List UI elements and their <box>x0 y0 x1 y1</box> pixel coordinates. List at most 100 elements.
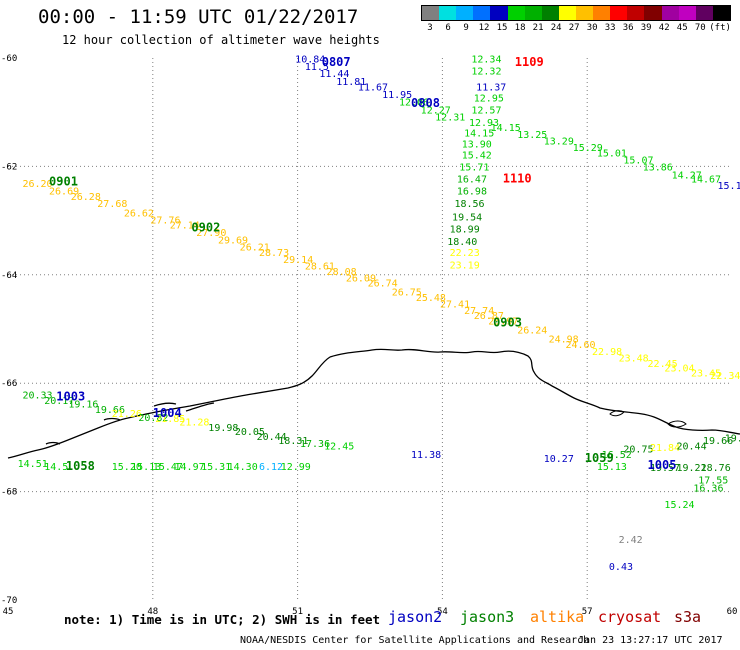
swh-observation: 17.55 <box>698 475 728 486</box>
lon-tick-label: 45 <box>3 607 14 617</box>
swh-observation: 15.07 <box>623 156 653 167</box>
coast-island <box>609 410 625 417</box>
swh-observation: 22.98 <box>592 347 622 358</box>
swh-observation: 0.43 <box>609 562 633 573</box>
swh-observation: 27.90 <box>196 228 226 239</box>
legend-label: 18 <box>514 23 526 33</box>
swh-observation: 13.29 <box>544 137 574 148</box>
swh-observation: 29.69 <box>218 235 248 246</box>
swh-observation: 10.27 <box>544 454 574 465</box>
swh-observation: 26.28 <box>71 192 101 203</box>
swh-observation: 15.42 <box>462 150 492 161</box>
swh-observation: 14.30 <box>228 462 258 473</box>
swh-observation: 26.75 <box>392 287 422 298</box>
swh-observation: 15.20 <box>112 462 142 473</box>
swh-observation: 13.86 <box>643 163 673 174</box>
lat-tick-label: -68 <box>1 488 17 498</box>
swh-observation: 26.87 <box>474 311 504 322</box>
swh-observation: 19.54 <box>452 213 482 224</box>
swh-observation: 14.15 <box>464 129 494 140</box>
legend-swatch <box>558 6 576 20</box>
swh-observation: 18.76 <box>701 463 731 474</box>
wave-height-observations: 10.8411.511.4411.8111.6711.9512.0612.271… <box>18 54 740 573</box>
color-legend: 3 6 9 12 15 18 21 24 27 30 33 36 39 42 45 70 (ft) <box>421 5 731 35</box>
pass-time-labels: 0807080811091110080909010902090310031004… <box>49 55 677 473</box>
lat-tick-label: -66 <box>1 379 17 389</box>
swh-observation: 11.67 <box>358 83 388 94</box>
swh-observation: 15.31 <box>201 462 231 473</box>
pass-time-label: 1005 <box>648 458 677 472</box>
swh-observation: 18.40 <box>447 237 477 248</box>
swh-observation: 19.16 <box>68 400 98 411</box>
swh-observation: 13.25 <box>517 130 547 141</box>
lon-tick-label: 48 <box>147 607 158 617</box>
swh-observation: 10.84 <box>295 54 325 65</box>
pass-time-label: 1058 <box>66 459 95 473</box>
coast-island-east <box>667 420 687 428</box>
legend-label: 27 <box>568 23 580 33</box>
pass-time-label: 0901 <box>49 174 78 188</box>
swh-observation: 11.81 <box>336 77 366 88</box>
swh-observation: 21.26 <box>112 409 142 420</box>
swh-observation: 12.93 <box>469 118 499 129</box>
lon-tick-label: 51 <box>292 607 303 617</box>
swh-observation: 14.67 <box>691 175 721 186</box>
legend-label: 24 <box>550 23 562 33</box>
lat-tick-label: -62 <box>1 162 17 172</box>
swh-observation: 21.28 <box>179 417 209 428</box>
swh-observation: 23.19 <box>450 260 480 271</box>
legend-swatch <box>695 6 713 20</box>
swh-observation: 16.47 <box>457 175 487 186</box>
legend-s3a: s3a <box>674 608 702 626</box>
swh-observation: 20.75 <box>623 445 653 456</box>
swh-observation: 20.44 <box>676 441 706 452</box>
lon-tick-label: 60 <box>727 607 738 617</box>
legend-swatches <box>421 5 731 21</box>
footnote: note: 1) Time is in UTC; 2) SWH is in fe… <box>64 612 381 627</box>
swh-observation: 27.14 <box>170 221 200 232</box>
lat-tick-label: -60 <box>1 54 17 64</box>
generation-timestamp: Jan 23 13:27:17 UTC 2017 <box>578 635 723 646</box>
swh-observation: 27.41 <box>440 299 470 310</box>
swh-observation: 18.31 <box>278 436 308 447</box>
swh-observation: 14.51 <box>18 459 48 470</box>
swh-observation: 27.76 <box>150 215 180 226</box>
swh-observation: 16.36 <box>693 484 723 495</box>
legend-swatch <box>627 6 645 20</box>
swh-observation: 18.99 <box>450 225 480 236</box>
swh-observation: 15.24 <box>664 500 694 511</box>
swh-observation: 19.98 <box>208 423 238 434</box>
legend-label: 33 <box>604 23 616 33</box>
swh-observation: 12.06 <box>399 98 429 109</box>
legend-swatch <box>593 6 611 20</box>
swh-observation: 22.23 <box>450 248 480 259</box>
swh-observation: 25.48 <box>416 293 446 304</box>
swh-observation: 25.97 <box>488 317 518 328</box>
swh-observation: 19.78 <box>725 434 740 445</box>
legend-swatch <box>439 6 457 20</box>
swh-observation: 12.95 <box>474 93 504 104</box>
swh-observation: 20.44 <box>257 432 287 443</box>
legend-swatch <box>473 6 491 20</box>
legend-altika: altika <box>530 608 585 626</box>
legend-jason2: jason2 <box>388 608 443 626</box>
swh-observation: 15.13 <box>597 462 627 473</box>
legend-label: 15 <box>496 23 508 33</box>
swh-observation: 12.99 <box>281 462 311 473</box>
swh-observation: 19.22 <box>676 463 706 474</box>
graticule <box>8 58 732 600</box>
swh-observation: 2.42 <box>619 535 643 546</box>
swh-observation: 24.98 <box>549 335 579 346</box>
swh-observation: 16.52 <box>602 450 632 461</box>
swh-observation: 18.56 <box>454 199 484 210</box>
swh-observation: 26.24 <box>517 325 547 336</box>
swh-observation: 19.66 <box>95 405 125 416</box>
legend-swatch <box>610 6 628 20</box>
pass-time-label: 1109 <box>515 55 544 69</box>
swh-observation: 26.69 <box>49 187 79 198</box>
swh-observation: 15.47 <box>153 462 183 473</box>
legend-swatch <box>507 6 525 20</box>
swh-observation: 11.37 <box>476 83 506 94</box>
